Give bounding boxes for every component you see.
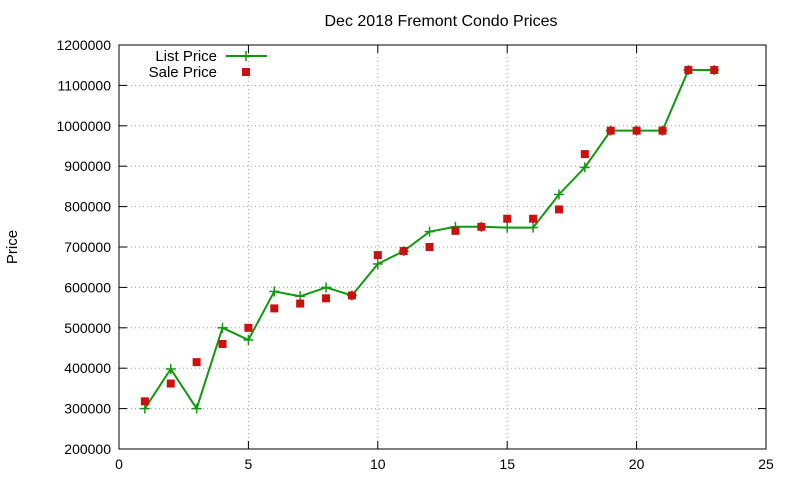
data-point (218, 339, 227, 348)
series-list-price (139, 65, 720, 414)
data-point (244, 323, 253, 332)
data-point (270, 304, 279, 313)
chart-title: Dec 2018 Fremont Condo Prices (325, 13, 558, 30)
data-point (502, 222, 513, 233)
y-tick-label: 600000 (64, 279, 111, 295)
y-tick-label: 900000 (64, 158, 111, 174)
x-tick-label: 20 (629, 456, 645, 472)
data-point (503, 214, 512, 223)
series-sale-price (140, 66, 719, 406)
x-tick-label: 10 (370, 456, 386, 472)
x-tick-label: 15 (499, 456, 515, 472)
data-point (140, 397, 149, 406)
data-point (477, 222, 486, 231)
data-point (425, 243, 434, 251)
axis-ticks: 200000 300000 400000 500000 600000 700000 8000… (56, 37, 774, 472)
data-point (192, 358, 201, 367)
data-point (451, 226, 460, 235)
y-tick-label: 200000 (64, 441, 111, 457)
data-point (373, 251, 382, 260)
data-point (710, 66, 719, 75)
data-point (606, 126, 615, 135)
y-tick-label: 800000 (64, 199, 111, 215)
grid (119, 45, 766, 449)
data-point (165, 364, 176, 375)
data-point (217, 322, 228, 333)
series-line (144, 69, 715, 411)
data-point (243, 334, 254, 345)
y-tick-label: 1100000 (58, 77, 112, 93)
legend-label: List Price (155, 48, 217, 65)
data-point (554, 205, 563, 214)
data-point (269, 286, 280, 297)
data-point (424, 226, 435, 237)
data-point (553, 189, 564, 200)
y-tick-label: 1200000 (56, 37, 111, 53)
data-point (580, 150, 589, 159)
y-tick-label: 300000 (64, 401, 111, 417)
data-point (166, 379, 175, 388)
x-tick-label: 5 (245, 456, 253, 472)
data-point (684, 66, 693, 75)
data-point (529, 214, 538, 223)
data-point (372, 258, 383, 269)
plot-frame (118, 44, 767, 450)
data-point (658, 126, 667, 135)
data-point (321, 282, 332, 293)
data-point (632, 126, 641, 135)
y-tick-label: 500000 (64, 320, 111, 336)
data-point (191, 403, 202, 414)
legend-label: Sale Price (149, 64, 217, 81)
y-tick-label: 400000 (64, 360, 111, 376)
x-tick-label: 0 (115, 456, 123, 472)
data-point (399, 247, 408, 256)
data-point (296, 299, 305, 308)
y-axis-label: Price (4, 230, 21, 264)
legend-marker (242, 68, 250, 76)
data-point (528, 222, 539, 233)
data-point (322, 294, 331, 303)
x-tick-label: 25 (758, 456, 774, 472)
y-tick-label: 1000000 (56, 118, 111, 134)
data-point (579, 162, 590, 173)
y-tick-label: 700000 (64, 239, 111, 255)
data-point (347, 291, 356, 300)
legend-marker (241, 51, 251, 61)
series-layer (139, 65, 720, 414)
